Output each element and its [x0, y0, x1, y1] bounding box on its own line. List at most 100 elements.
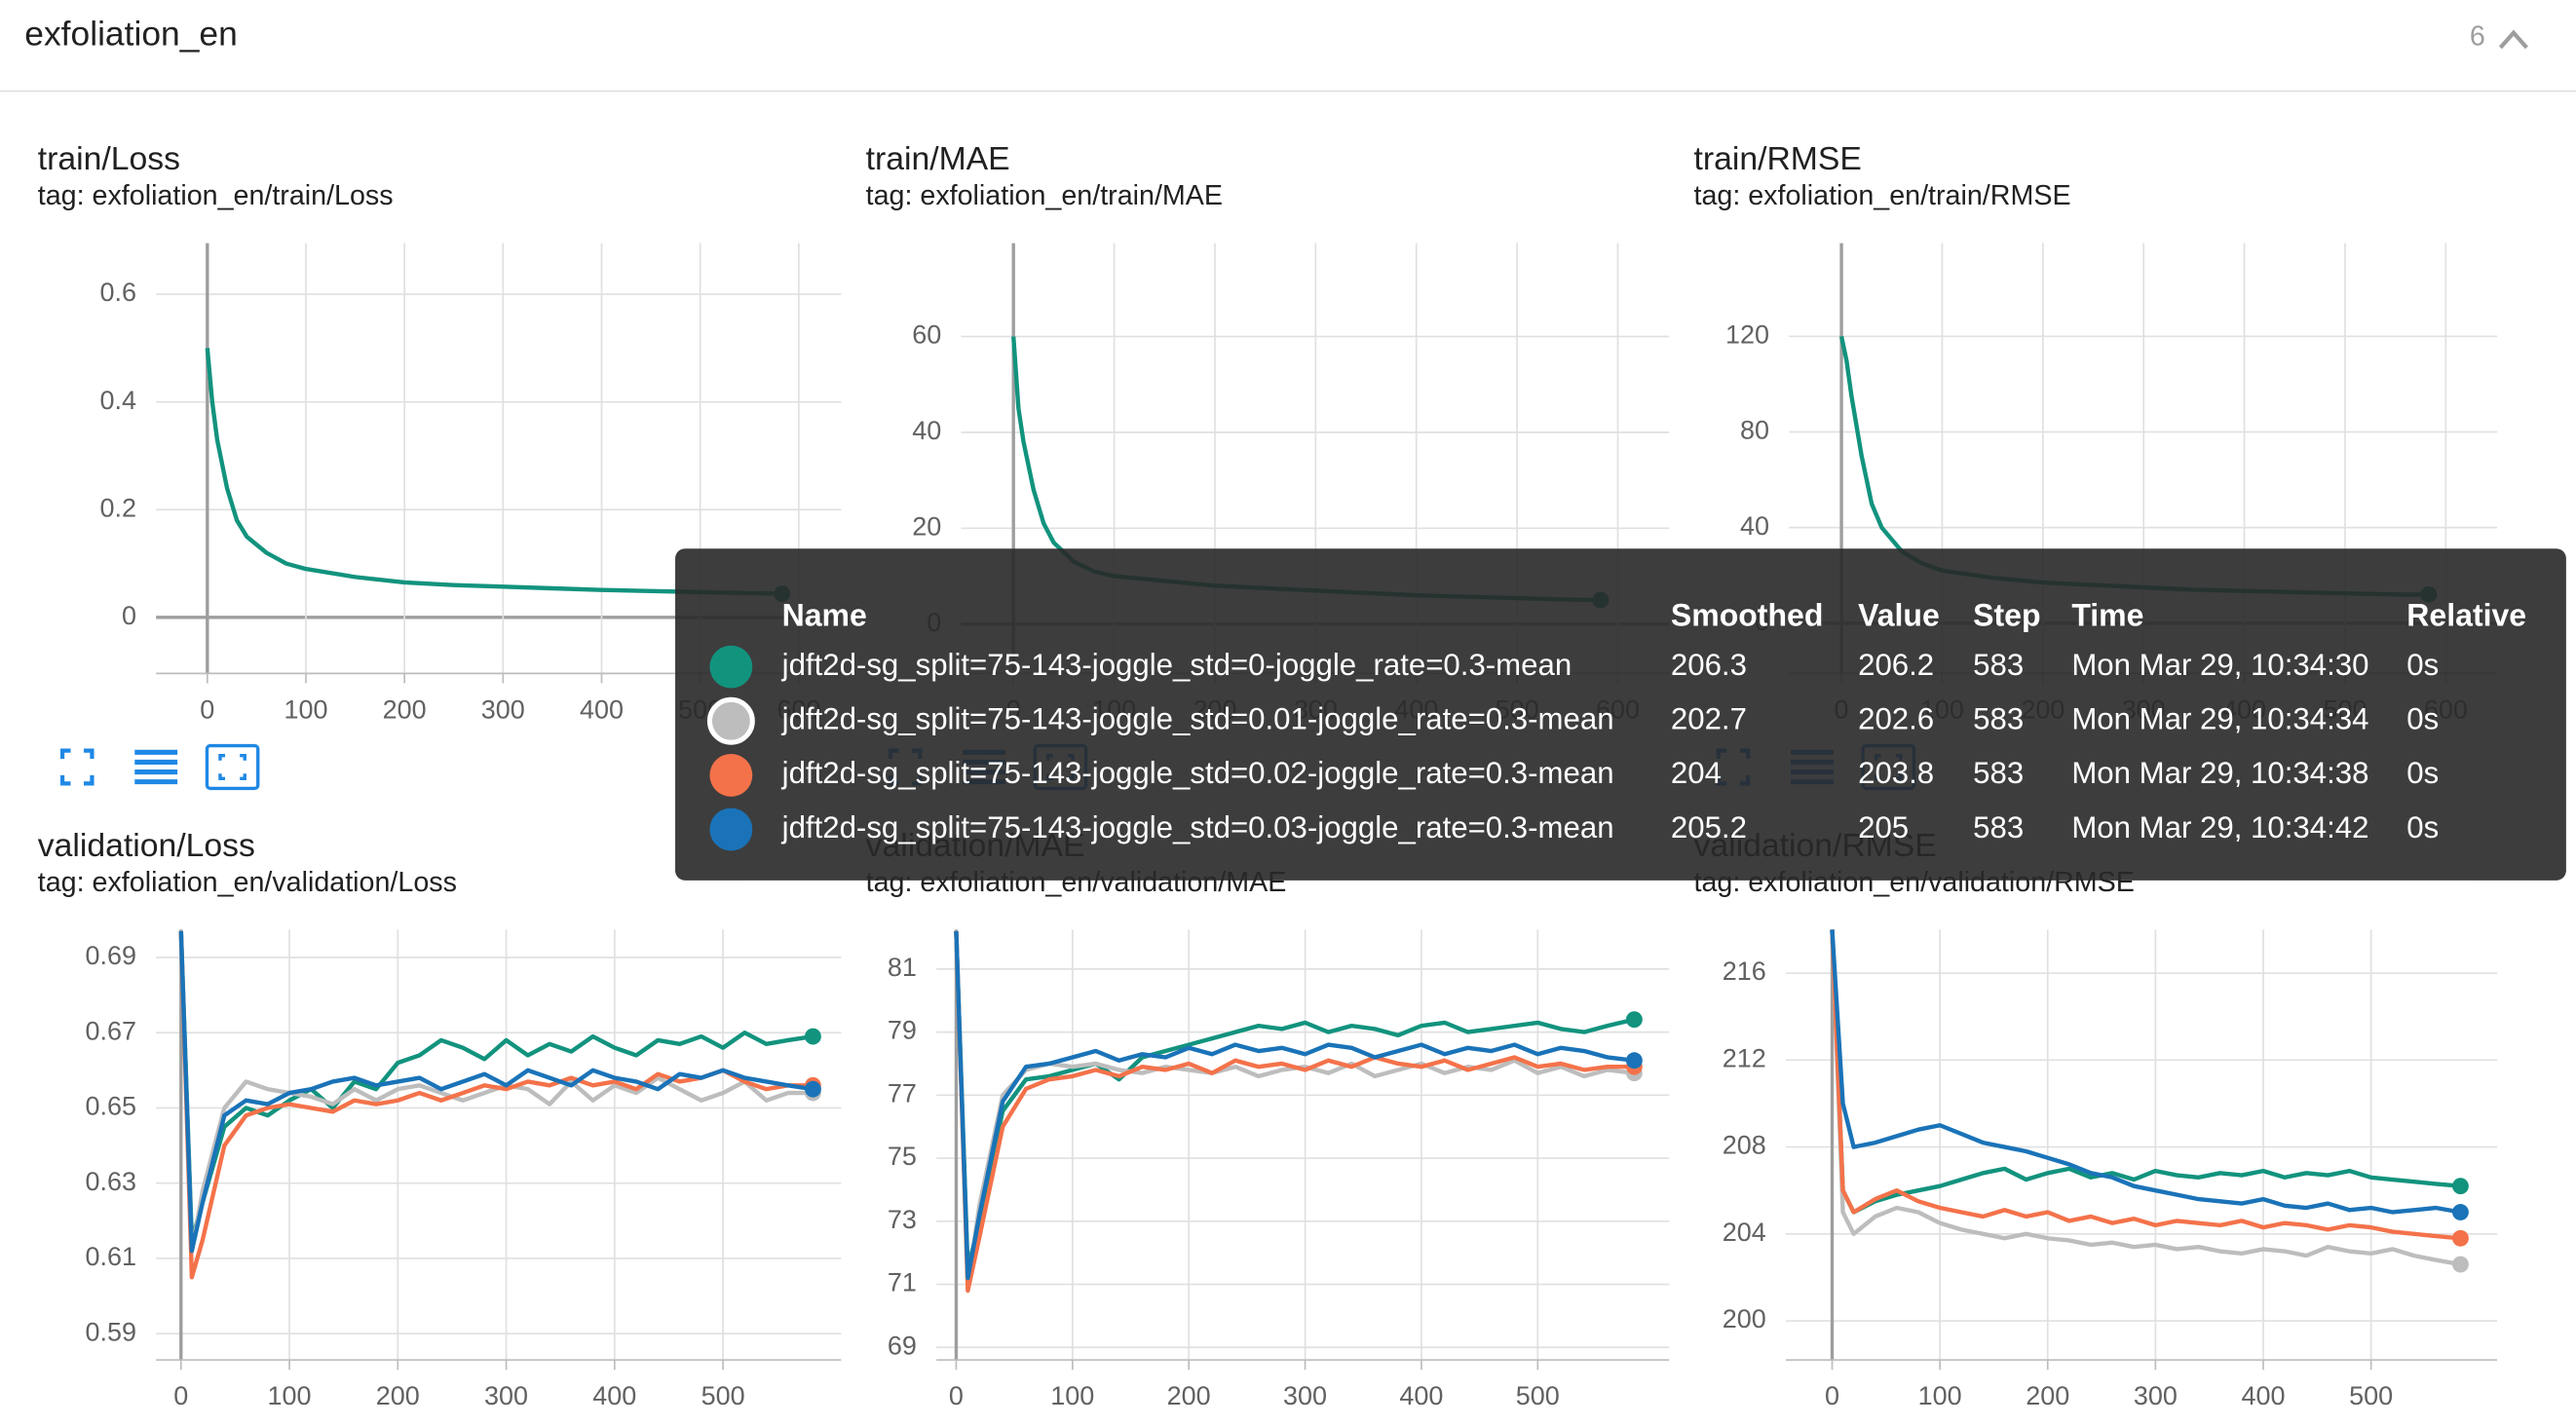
series-line [1830, 929, 2461, 1267]
fit-domain-button[interactable] [205, 743, 260, 791]
y-tick-label: 120 [1725, 319, 1769, 349]
collapse-button[interactable] [2498, 29, 2528, 50]
tooltip-cell: jdft2d-sg_split=75-143-joggle_std=0-jogg… [781, 648, 1572, 682]
tooltip-cell: 583 [1973, 648, 2024, 682]
tooltip-cell: 204 [1671, 756, 1722, 790]
chart-subtitle: tag: exfoliation_en/validation/Loss [38, 867, 457, 898]
run-swatch [709, 807, 753, 851]
x-tick-label: 400 [2242, 1381, 2286, 1410]
y-tick-label: 73 [888, 1205, 917, 1234]
fullscreen-button[interactable] [59, 748, 95, 786]
tooltip-cell: 203.8 [1858, 756, 1934, 790]
x-tick-label: 0 [1825, 1381, 1839, 1410]
tooltip-cell: 0s [2406, 810, 2439, 844]
y-tick-label: 0.63 [85, 1167, 135, 1196]
tooltip: Name Smoothed Value Step Time Relative jdft2d-… [675, 548, 2566, 881]
tooltip-cell: 202.6 [1858, 701, 1934, 735]
group-count: 6 [2470, 20, 2485, 52]
y-tick-label: 216 [1723, 957, 1766, 986]
x-tick-label: 500 [701, 1381, 745, 1410]
tooltip-cell: 0s [2406, 756, 2439, 790]
x-tick-label: 100 [284, 694, 327, 724]
tooltip-cell: jdft2d-sg_split=75-143-joggle_std=0.03-j… [781, 810, 1614, 844]
y-tick-label: 0.61 [85, 1242, 135, 1271]
tooltip-cell: 583 [1973, 701, 2024, 735]
series-line [1830, 929, 2461, 1241]
run-swatch [709, 753, 753, 797]
x-tick-label: 100 [1918, 1381, 1962, 1410]
series-line [954, 930, 1635, 1271]
x-tick-label: 0 [200, 694, 214, 724]
series-line [954, 930, 1635, 1294]
tooltip-background [675, 548, 2566, 881]
chart-title: validation/Loss [38, 827, 255, 864]
series-endpoint [2452, 1178, 2469, 1195]
data-table-button[interactable] [134, 749, 178, 785]
y-tick-label: 40 [912, 416, 941, 445]
series-line [178, 930, 814, 1242]
series-line [178, 930, 814, 1254]
y-tick-label: 20 [912, 511, 941, 541]
group-title: exfoliation_en [24, 14, 238, 53]
y-tick-label: 212 [1723, 1043, 1766, 1072]
y-tick-label: 80 [1740, 416, 1769, 445]
y-tick-label: 0 [122, 601, 136, 630]
x-tick-label: 400 [1399, 1381, 1443, 1410]
x-tick-label: 200 [376, 1381, 420, 1410]
x-tick-label: 100 [268, 1381, 312, 1410]
run-swatch [706, 696, 755, 745]
x-tick-label: 200 [2026, 1381, 2069, 1410]
tooltip-cell: jdft2d-sg_split=75-143-joggle_std=0.02-j… [781, 756, 1614, 790]
y-tick-label: 81 [888, 953, 917, 982]
series-line [954, 930, 1635, 1281]
y-tick-label: 40 [1740, 511, 1769, 541]
y-tick-label: 0.69 [85, 941, 135, 970]
tooltip-header: Value [1858, 597, 1940, 632]
y-tick-label: 77 [888, 1078, 917, 1107]
x-tick-label: 300 [1283, 1381, 1327, 1410]
tooltip-cell: 0s [2406, 648, 2439, 682]
tooltip-cell: 205.2 [1671, 810, 1747, 844]
series-line [178, 930, 814, 1254]
series-endpoint [804, 1028, 821, 1045]
chart-title: train/MAE [866, 140, 1010, 177]
chart-subtitle: tag: exfoliation_en/train/RMSE [1693, 180, 2070, 211]
x-tick-label: 500 [1516, 1381, 1560, 1410]
tooltip-cell: jdft2d-sg_split=75-143-joggle_std=0.01-j… [781, 701, 1614, 735]
tooltip-cell: 583 [1973, 810, 2024, 844]
y-tick-label: 204 [1723, 1218, 1766, 1247]
y-tick-label: 0.6 [99, 278, 135, 307]
series-line [205, 348, 782, 596]
tooltip-cell: Mon Mar 29, 10:34:30 [2071, 648, 2368, 682]
x-tick-label: 0 [949, 1381, 964, 1410]
series-line [178, 930, 814, 1280]
x-tick-label: 500 [2349, 1381, 2393, 1410]
y-tick-label: 71 [888, 1268, 917, 1297]
series-line [1830, 929, 2461, 1215]
y-tick-label: 0.2 [99, 493, 135, 522]
y-tick-label: 0.67 [85, 1016, 135, 1045]
tooltip-cell: 583 [1973, 756, 2024, 790]
x-tick-label: 400 [592, 1381, 636, 1410]
series-endpoint [2452, 1229, 2469, 1247]
y-tick-label: 200 [1723, 1304, 1766, 1333]
chart-subtitle: tag: exfoliation_en/train/MAE [866, 180, 1223, 211]
run-swatch [709, 645, 753, 689]
y-tick-label: 0.4 [99, 386, 135, 415]
x-tick-label: 100 [1050, 1381, 1094, 1410]
x-tick-label: 200 [1167, 1381, 1211, 1410]
y-tick-label: 0.65 [85, 1092, 135, 1121]
tooltip-header: Relative [2406, 597, 2526, 632]
x-tick-label: 300 [481, 694, 525, 724]
y-tick-label: 0.59 [85, 1317, 135, 1346]
series-endpoint [1625, 1011, 1643, 1029]
tooltip-header: Step [1973, 597, 2040, 632]
x-tick-label: 300 [484, 1381, 528, 1410]
x-tick-label: 400 [580, 694, 624, 724]
fit-domain-icon[interactable] [218, 753, 246, 780]
chart-subtitle: tag: exfoliation_en/train/Loss [38, 180, 394, 211]
y-tick-label: 75 [888, 1142, 917, 1171]
